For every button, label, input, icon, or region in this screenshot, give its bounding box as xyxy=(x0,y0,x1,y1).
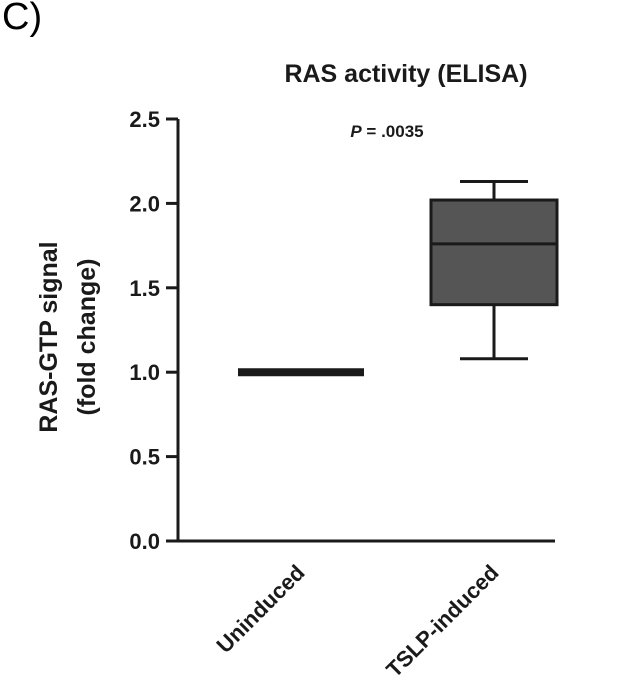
y-axis-label-line1: RAS-GTP signal xyxy=(35,241,63,432)
y-axis-label-line2: (fold change) xyxy=(73,259,101,416)
p-value-annotation: P = .0035 xyxy=(350,122,423,141)
chart-title: RAS activity (ELISA) xyxy=(284,60,527,88)
y-tick-label: 0.5 xyxy=(129,445,160,470)
x-axis-categories: Uninduced TSLP-induced xyxy=(211,560,503,682)
panel-label: C) xyxy=(2,0,43,38)
x-category-label: TSLP-induced xyxy=(381,560,503,682)
y-tick-label: 2.0 xyxy=(129,191,160,216)
y-tick-label: 1.0 xyxy=(129,360,160,385)
x-category-label: Uninduced xyxy=(211,560,309,658)
y-tick-label: 2.5 xyxy=(129,107,160,132)
p-value-text: = .0035 xyxy=(362,122,424,141)
box-series xyxy=(238,179,559,377)
y-tick-label: 0.0 xyxy=(129,529,160,554)
p-value-label: P xyxy=(350,122,362,141)
box-tslp-induced xyxy=(429,179,559,361)
y-axis-ticks: 0.0 0.5 1.0 1.5 2.0 2.5 xyxy=(129,107,178,554)
y-axis-label: RAS-GTP signal (fold change) xyxy=(35,241,101,432)
y-tick-label: 1.5 xyxy=(129,276,160,301)
iqr-box xyxy=(429,198,559,307)
